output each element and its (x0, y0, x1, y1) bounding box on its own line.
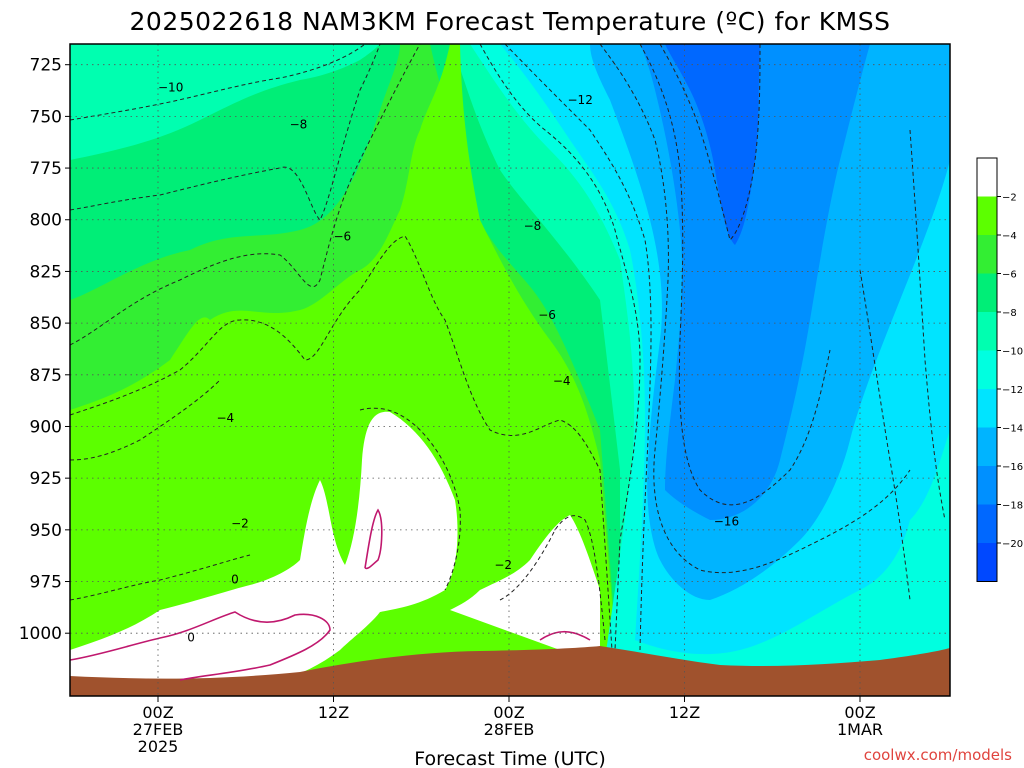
contour-line (599, 44, 911, 574)
x-axis-title: Forecast Time (UTC) (414, 748, 605, 768)
y-tick-label: 875 (30, 366, 62, 386)
x-tick-label: 2025 (138, 737, 179, 756)
colorbar-swatch (977, 504, 997, 543)
colorbar-label: −8 (1002, 308, 1017, 319)
colorbar-frame (976, 157, 998, 582)
temp-band-16-18 (640, 44, 870, 520)
colorbar-swatch (977, 466, 997, 505)
contour-label: 0 (231, 572, 239, 586)
contour-label: −2 (494, 558, 512, 572)
contour-label: −4 (217, 411, 235, 425)
colorbar-swatch (977, 158, 997, 197)
temp-band-2-4 (70, 241, 612, 650)
colorbar-label: −20 (1002, 539, 1023, 550)
colorbar-swatch (977, 273, 997, 312)
credit-text: coolwx.com/models (864, 746, 1012, 764)
chart-title: 2025022618 NAM3KM Forecast Temperature (… (130, 7, 891, 36)
contour-line (639, 44, 831, 506)
plot-frame (69, 43, 951, 697)
contour-lines (70, 44, 946, 681)
colorbar-label: −2 (1002, 193, 1017, 204)
colorbar-swatch (977, 427, 997, 466)
contour-label: −6 (334, 229, 352, 243)
y-tick-label: 925 (30, 469, 62, 489)
contour-label: −10 (158, 80, 183, 94)
colorbar-label: −18 (1002, 501, 1023, 512)
x-tick-label: 12Z (669, 703, 700, 722)
contour-label: −12 (568, 93, 593, 107)
freezing-line (364, 508, 383, 570)
contour-label: −2 (231, 517, 249, 531)
y-tick-label: 900 (30, 417, 62, 437)
y-tick-label: 950 (30, 521, 62, 541)
freezing-line (70, 611, 331, 681)
y-tick-label: 825 (30, 262, 62, 282)
colorbar-swatch (977, 543, 997, 582)
y-tick-label: 975 (30, 573, 62, 593)
colorbar-swatch (977, 350, 997, 389)
contour-label: −16 (714, 515, 739, 529)
contour-label: −6 (538, 308, 556, 322)
colorbar-label: −14 (1002, 424, 1023, 435)
temp-band-above-2 (70, 411, 458, 685)
y-tick-label: 775 (30, 159, 62, 179)
y-axis: 725 750 775 800 825 850 875 900 925 950 975 1000 (19, 56, 70, 644)
contour-label: −8 (290, 118, 308, 132)
colorbar-swatch (977, 312, 997, 351)
contour-label: −4 (553, 374, 571, 388)
contour-line (70, 379, 221, 461)
temp-band-above-2-west (450, 515, 600, 650)
colorbar-label: −16 (1002, 462, 1023, 473)
y-tick-label: 750 (30, 107, 62, 127)
colorbar: −2 −4 −6 −8 −10 −12 −14 −16 −18 −20 (976, 157, 1023, 582)
x-tick-label: 00Z (844, 703, 875, 722)
contour-line (909, 129, 946, 521)
ground-surface (70, 646, 950, 696)
freezing-line (539, 630, 591, 641)
y-tick-label: 850 (30, 314, 62, 334)
contour-line (859, 269, 911, 601)
x-tick-label: 00Z (142, 703, 173, 722)
colorbar-label: −12 (1002, 385, 1023, 396)
contour-line (70, 44, 381, 221)
colorbar-label: −6 (1002, 270, 1017, 281)
contour-label: −8 (524, 219, 542, 233)
colorbar-swatch (977, 196, 997, 235)
contour-line (359, 407, 461, 591)
y-tick-label: 1000 (19, 624, 62, 644)
contour-line (479, 44, 641, 651)
temp-band-18-20 (665, 44, 760, 245)
colorbar-label: −4 (1002, 231, 1017, 242)
y-tick-label: 725 (30, 56, 62, 76)
contour-label: 0 (187, 630, 195, 644)
contour-labels: −10 −8 −12 −6 −8 −6 −4 −4 −2 −2 0 0 −16 (158, 80, 739, 644)
grid-lines (70, 44, 950, 696)
colorbar-swatch (977, 235, 997, 274)
x-tick-label: 1MAR (837, 720, 883, 739)
colorbar-label: −10 (1002, 347, 1023, 358)
x-tick-label: 28FEB (484, 720, 535, 739)
contour-line (70, 554, 251, 601)
colorbar-swatch (977, 389, 997, 428)
y-tick-label: 800 (30, 211, 62, 231)
x-tick-label: 12Z (318, 703, 349, 722)
contour-line (499, 515, 606, 641)
plot-area: −10 −8 −12 −6 −8 −6 −4 −4 −2 −2 0 0 −16 (70, 44, 950, 696)
x-tick-label: 00Z (493, 703, 524, 722)
x-tick-label: 27FEB (133, 720, 184, 739)
